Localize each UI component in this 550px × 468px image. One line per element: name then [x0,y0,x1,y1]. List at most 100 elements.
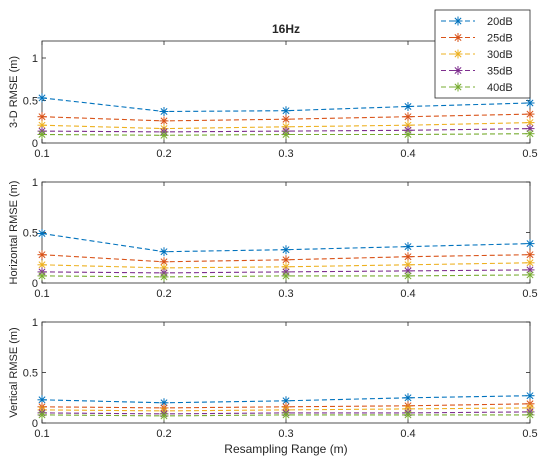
data-point-40dB [525,129,535,139]
marker-stroke [404,121,412,129]
x-tick-label: 0.3 [278,288,293,300]
marker-stroke [404,253,412,261]
data-point-25dB [403,252,413,262]
marker-stroke [160,117,168,125]
data-point-25dB [37,250,47,260]
data-point-40dB [37,271,47,281]
x-tick-label: 0.5 [522,288,537,300]
marker-stroke [160,107,168,116]
marker-stroke [38,261,46,269]
data-point-30dB [403,120,413,130]
y-axis-label: Vertical RMSE (m) [8,327,20,417]
legend-marker [453,49,463,59]
data-point-40dB [525,270,535,280]
legend-item-25dB: 25dB [441,33,513,45]
data-point-20dB [37,229,47,238]
marker-stroke [282,130,290,139]
data-point-25dB [37,112,47,122]
data-point-40dB [37,130,47,139]
data-point-25dB [281,114,291,124]
data-point-20dB [403,242,413,252]
y-tick-label: 0.5 [23,96,38,108]
marker-stroke [404,102,412,111]
marker-stroke [38,229,46,238]
marker-stroke [160,273,168,281]
legend-label: 35dB [487,66,513,78]
marker-stroke [454,50,462,58]
x-tick-label: 0.4 [400,148,415,160]
marker-stroke [160,248,168,256]
legend-item-35dB: 35dB [441,66,513,78]
marker-stroke [282,246,290,254]
data-point-20dB [403,102,413,111]
marker-stroke [454,83,462,91]
marker-stroke [160,258,168,266]
legend-label: 30dB [487,49,513,61]
chart-title: 16Hz [272,22,300,36]
data-point-25dB [159,116,169,126]
marker-stroke [454,33,462,42]
data-point-35dB [403,266,413,276]
marker-stroke [282,411,290,419]
marker-stroke [404,394,412,402]
data-point-30dB [159,263,169,273]
x-tick-label: 0.3 [278,148,293,160]
y-tick-label: 1 [32,177,38,189]
data-point-40dB [159,130,169,140]
marker-stroke [404,267,412,275]
legend-item-40dB: 40dB [441,82,513,94]
x-tick-label: 0.2 [156,288,171,300]
marker-stroke [454,17,462,25]
x-tick-label: 0.5 [522,148,537,160]
x-tick-label: 0.1 [34,148,49,160]
x-tick-label: 0.5 [522,428,537,440]
legend-marker [453,66,463,75]
data-point-20dB [525,391,535,401]
marker-stroke [526,125,534,133]
marker-stroke [38,272,46,280]
y-tick-label: 0.5 [23,368,38,380]
data-point-30dB [525,258,535,268]
data-point-40dB [403,130,413,139]
marker-stroke [526,411,534,419]
data-point-30dB [281,262,291,272]
marker-stroke [282,263,290,271]
y-tick-label: 0 [32,418,38,430]
y-tick-label: 0 [32,138,38,150]
data-point-20dB [525,239,535,249]
x-tick-label: 0.4 [400,428,415,440]
y-tick-label: 0.5 [23,228,38,240]
marker-stroke [160,264,168,272]
y-tick-label: 1 [32,53,38,65]
marker-stroke [160,399,168,407]
marker-stroke [404,272,412,280]
marker-stroke [404,113,412,121]
data-point-40dB [403,271,413,281]
marker-stroke [160,131,168,139]
x-tick-label: 0.1 [34,428,49,440]
marker-stroke [526,271,534,279]
data-point-40dB [281,271,291,281]
y-tick-label: 1 [32,317,38,329]
marker-stroke [38,121,46,129]
marker-stroke [282,397,290,405]
marker-stroke [160,412,168,420]
marker-stroke [526,392,534,400]
legend-label: 25dB [487,33,513,45]
data-point-20dB [37,93,47,103]
y-axis-label: Horizontal RMSE (m) [8,181,20,285]
data-point-40dB [281,410,291,420]
legend-item-30dB: 30dB [441,49,513,61]
marker-stroke [38,113,46,121]
marker-stroke [526,99,534,107]
data-point-40dB [403,410,413,420]
subplot-2: 0.1 0.2 0.3 0.4 0.5 0 0.5 1 Horizontal RMSE (m) [8,177,538,300]
data-point-20dB [281,245,291,255]
data-point-25dB [525,250,535,260]
marker-stroke [38,411,46,419]
legend: 20dB 25dB 30dB 35dB 40dB [434,9,531,99]
legend-marker [453,33,463,42]
data-point-20dB [281,106,291,116]
